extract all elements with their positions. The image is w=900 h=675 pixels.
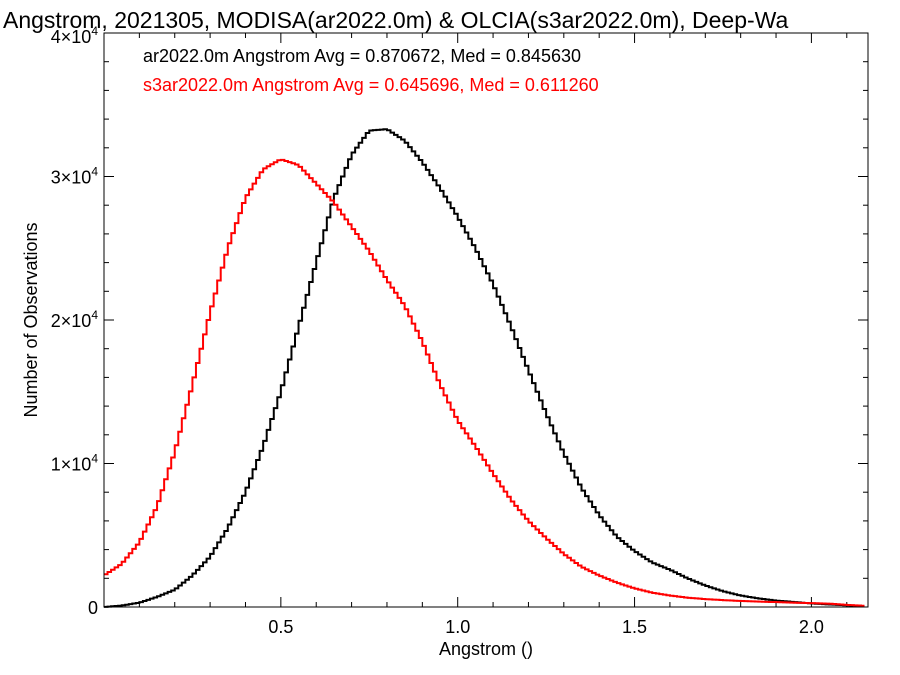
series-line-1 bbox=[104, 158, 865, 607]
annotation-0: ar2022.0m Angstrom Avg = 0.870672, Med =… bbox=[143, 46, 581, 66]
y-tick-exponent: 4 bbox=[91, 452, 98, 466]
annotation-1: s3ar2022.0m Angstrom Avg = 0.645696, Med… bbox=[143, 75, 599, 95]
y-tick-label: 0 bbox=[88, 598, 98, 618]
x-axis-label: Angstrom () bbox=[439, 639, 533, 659]
x-tick-label: 0.5 bbox=[268, 617, 293, 637]
y-tick-base: 3×10 bbox=[51, 168, 92, 188]
y-tick-label: 1×104 bbox=[51, 452, 99, 475]
series-layer bbox=[104, 128, 865, 608]
y-tick-exponent: 4 bbox=[91, 24, 98, 38]
y-tick-base: 4×10 bbox=[51, 27, 92, 47]
y-tick-base: 2×10 bbox=[51, 311, 92, 331]
y-tick-base: 1×10 bbox=[51, 455, 92, 475]
series-line-0 bbox=[104, 128, 865, 608]
x-tick-label: 1.5 bbox=[622, 617, 647, 637]
x-tick-label: 2.0 bbox=[799, 617, 824, 637]
y-tick-exponent: 4 bbox=[91, 165, 98, 179]
plot-frame bbox=[103, 32, 869, 608]
annotations: ar2022.0m Angstrom Avg = 0.870672, Med =… bbox=[143, 46, 599, 95]
y-tick-exponent: 4 bbox=[91, 308, 98, 322]
chart-title: Angstrom, 2021305, MODISA(ar2022.0m) & O… bbox=[3, 7, 789, 33]
y-tick-label: 4×104 bbox=[51, 24, 99, 47]
y-tick-label: 3×104 bbox=[51, 165, 99, 188]
y-axis-label: Number of Observations bbox=[21, 222, 41, 417]
x-tick-label: 1.0 bbox=[445, 617, 470, 637]
y-tick-label: 2×104 bbox=[51, 308, 99, 331]
y-tick-base: 0 bbox=[88, 598, 98, 618]
